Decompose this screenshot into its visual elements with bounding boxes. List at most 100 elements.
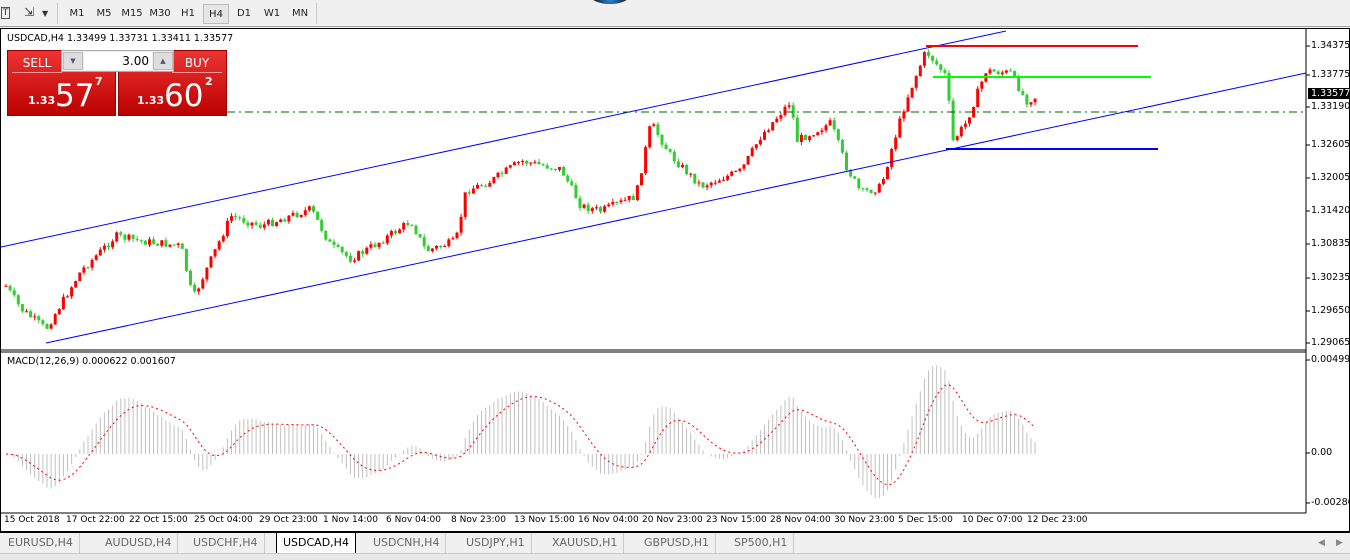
line-tools-icon[interactable]: ⇲ [24,5,35,19]
timeframe-m15[interactable]: M15 [121,8,143,19]
timeframe-w1[interactable]: W1 [263,8,281,19]
candle-body [271,219,274,227]
candle-body [61,296,65,310]
timeframe-m1[interactable]: M1 [69,8,85,19]
candle-body [25,311,28,313]
tab-scroll-left-icon[interactable]: ◀ [1318,538,1325,548]
tab-usdchf-h4[interactable]: USDCHF,H4 [187,533,265,553]
tab-usdcnh-h4[interactable]: USDCNH,H4 [367,533,447,553]
candle-body [640,173,643,186]
timeframe-h4[interactable]: H4 [203,4,229,24]
channel-upper-line [1,30,1007,248]
tab-gbpusd-h1[interactable]: GBPUSD,H1 [638,533,716,553]
candle-body [160,240,164,246]
candle-body [713,182,717,184]
tab-sp500-h1[interactable]: SP500,H1 [728,533,795,553]
candle-body [1004,70,1008,73]
buy-button[interactable]: BUY 1.33 60 2 [118,50,227,116]
sell-label[interactable]: SELL [12,53,62,73]
candle-body [1009,70,1012,72]
timeframe-mn[interactable]: MN [291,8,309,19]
candle-body [53,314,57,325]
candle-body [275,222,279,227]
timeframe-d1[interactable]: D1 [236,8,252,19]
candle-body [730,171,734,176]
price-chart[interactable] [1,29,1350,533]
candle-body [49,324,53,329]
candle-body [176,243,180,246]
candle-body [1033,98,1037,103]
candle-body [890,149,894,167]
buy-price-fraction: 2 [205,75,213,88]
tab-eurusd-h4[interactable]: EURUSD,H4 [2,533,80,553]
candle-body [619,200,623,203]
candle-body [906,97,910,112]
candle-body [562,166,566,176]
text-tool-icon[interactable]: T [1,7,10,19]
candle-body [845,152,848,171]
candle-body [254,222,258,225]
candle-body [189,270,192,285]
candle-body [734,170,738,172]
candle-body [111,241,115,248]
tab-audusd-h4[interactable]: AUDUSD,H4 [99,533,179,553]
time-tick-label: 13 Nov 15:00 [514,515,575,525]
timeframe-h1[interactable]: H1 [181,8,195,19]
timeframe-m5[interactable]: M5 [96,8,112,19]
candle-body [918,65,922,77]
candle-body [660,134,664,145]
candle-body [586,204,590,212]
lot-increase-button[interactable]: ▲ [153,52,173,70]
candle-body [217,241,221,250]
candle-body [812,135,816,137]
buy-label[interactable]: BUY [172,53,222,73]
candle-body [968,117,971,124]
tab-usdjpy-h1[interactable]: USDJPY,H1 [460,533,532,553]
candle-body [139,239,143,241]
buy-price-prefix: 1.33 [137,94,165,107]
candle-body [599,207,602,212]
candle-body [123,234,127,240]
candle-body [107,245,110,248]
candle-body [693,173,697,184]
tab-xauusd-h1[interactable]: XAUUSD,H1 [546,533,625,553]
chart-window[interactable]: USDCAD,H4 1.33499 1.33731 1.33411 1.3357… [0,28,1350,532]
candle-body [361,251,365,254]
candle-body [455,232,459,239]
sell-price-pips: 57 [55,78,95,114]
candle-body [463,192,467,217]
candle-body [213,249,217,257]
candle-body [484,185,488,187]
timeframe-m30[interactable]: M30 [149,8,171,19]
candle-body [541,164,545,166]
candle-body [566,175,570,182]
candle-body [410,225,414,227]
lot-decrease-button[interactable]: ▼ [63,52,83,70]
candle-body [959,126,963,137]
time-tick-label: 12 Dec 23:00 [1027,515,1088,525]
candle-body [840,139,844,153]
candle-body [328,239,332,242]
macd-label: MACD(12,26,9) 0.000622 0.001607 [7,356,176,367]
candle-body [168,244,172,247]
candle-body [66,296,69,298]
app-logo-icon [590,0,630,4]
candle-body [992,69,996,72]
dropdown-icon[interactable]: ▼ [42,9,49,18]
candle-body [119,232,123,235]
candle-body [931,55,935,61]
candle-body [242,218,246,223]
symbol-info: USDCAD,H4 1.33499 1.33731 1.33411 1.3357… [7,33,234,44]
candle-body [996,71,1000,75]
lot-input[interactable] [84,52,152,70]
candle-body [787,105,791,107]
candle-body [8,285,12,291]
tab-scroll-right-icon[interactable]: ▶ [1336,538,1343,548]
candle-body [836,129,840,140]
candle-body [307,206,311,211]
time-tick-label: 5 Dec 15:00 [898,515,953,525]
candle-body [164,240,168,247]
candle-body [4,285,8,287]
time-tick-label: 15 Oct 2018 [4,515,60,525]
tab-usdcad-h4[interactable]: USDCAD,H4 [276,533,356,554]
